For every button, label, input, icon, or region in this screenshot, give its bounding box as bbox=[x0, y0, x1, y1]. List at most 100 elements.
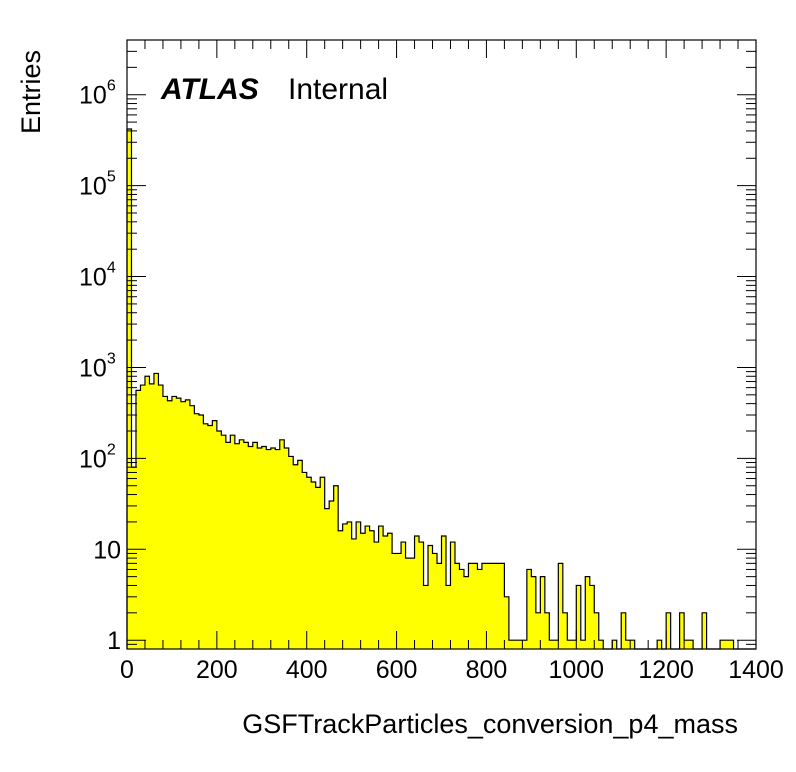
histogram-bin-60 bbox=[396, 553, 402, 649]
histogram-bin-3 bbox=[140, 385, 146, 649]
histogram-bin-4 bbox=[144, 376, 150, 649]
histogram-bin-20 bbox=[216, 431, 222, 649]
x-tick-label: 800 bbox=[466, 656, 508, 684]
histogram-bin-51 bbox=[356, 521, 361, 649]
histogram-bin-38 bbox=[297, 460, 303, 649]
histogram-bin-85 bbox=[508, 640, 514, 649]
y-tick-label: 103 bbox=[79, 350, 116, 382]
histogram-bin-88 bbox=[522, 640, 528, 649]
histogram-bin-2 bbox=[135, 390, 141, 649]
histogram-bin-123 bbox=[679, 612, 685, 649]
histogram-bin-57 bbox=[383, 535, 388, 649]
histogram-bin-101 bbox=[580, 640, 586, 649]
histogram-bin-62 bbox=[405, 558, 411, 649]
histogram-bin-81 bbox=[490, 563, 496, 649]
histogram-bin-39 bbox=[302, 472, 308, 649]
histogram-bin-91 bbox=[535, 612, 541, 649]
x-tick-label: 400 bbox=[286, 656, 328, 684]
histogram-bin-61 bbox=[401, 542, 406, 649]
histogram-bin-6 bbox=[153, 373, 159, 649]
histogram-bin-59 bbox=[392, 553, 397, 649]
histogram-bin-118 bbox=[657, 640, 662, 649]
histogram-bin-53 bbox=[365, 526, 370, 649]
x-tick-label: 200 bbox=[196, 656, 238, 684]
histogram-bin-46 bbox=[333, 485, 339, 649]
histogram-bin-33 bbox=[275, 449, 281, 649]
histogram-bin-100 bbox=[576, 585, 582, 649]
x-tick-label: 0 bbox=[120, 656, 134, 684]
y-tick-labels: 1 10 102 103 104 105 106 bbox=[79, 78, 121, 655]
histogram-bin-10 bbox=[171, 396, 177, 649]
histogram-bin-8 bbox=[162, 396, 168, 649]
histogram-bin-96 bbox=[558, 563, 564, 649]
histogram-bin-27 bbox=[248, 446, 254, 649]
histogram-bin-97 bbox=[562, 612, 568, 649]
histogram-bin-83 bbox=[499, 563, 505, 649]
histogram-bin-42 bbox=[315, 487, 321, 649]
x-tick-label: 1000 bbox=[548, 656, 604, 684]
histogram-bin-32 bbox=[270, 448, 276, 649]
histogram-bin-48 bbox=[342, 523, 348, 649]
histogram-bin-19 bbox=[212, 420, 218, 649]
histogram-bin-12 bbox=[180, 401, 186, 649]
y-tick-label: 1 bbox=[107, 627, 121, 655]
histogram-bin-0 bbox=[127, 128, 132, 650]
histogram-bin-78 bbox=[477, 569, 483, 649]
histogram-bin-89 bbox=[526, 569, 532, 649]
internal-label: Internal bbox=[288, 73, 388, 106]
plot-frame bbox=[126, 39, 757, 650]
histogram-bin-69 bbox=[437, 563, 442, 649]
histogram-bin-133 bbox=[724, 640, 730, 649]
histogram-bin-18 bbox=[207, 425, 213, 649]
histogram-bin-9 bbox=[167, 400, 173, 649]
histogram-bin-41 bbox=[311, 481, 316, 649]
histogram-bin-90 bbox=[531, 576, 537, 649]
y-tick-label: 105 bbox=[79, 169, 116, 201]
histogram-bin-95 bbox=[553, 640, 559, 649]
histogram-bin-14 bbox=[189, 405, 195, 649]
histogram-bin-125 bbox=[688, 640, 694, 649]
histogram-bin-16 bbox=[198, 414, 204, 649]
histogram-bin-71 bbox=[445, 585, 451, 649]
histogram-bin-93 bbox=[544, 612, 550, 649]
histogram-bin-84 bbox=[504, 596, 510, 649]
histogram-bin-17 bbox=[203, 423, 209, 649]
histogram-bin-120 bbox=[666, 612, 671, 649]
histogram-bin-108 bbox=[612, 640, 618, 649]
histogram-bin-68 bbox=[432, 553, 438, 649]
histogram-bin-23 bbox=[230, 435, 236, 649]
histogram-outline bbox=[126, 128, 756, 650]
histogram-bin-76 bbox=[468, 563, 474, 649]
histogram-bin-11 bbox=[176, 398, 182, 649]
histogram-bin-56 bbox=[378, 526, 384, 649]
histogram-bin-21 bbox=[221, 435, 227, 649]
histogram-bin-54 bbox=[369, 530, 375, 649]
histogram-bin-35 bbox=[284, 448, 290, 649]
y-tick-label: 104 bbox=[79, 260, 116, 292]
histogram-bin-15 bbox=[194, 413, 200, 649]
histogram-bin-58 bbox=[387, 533, 393, 649]
histogram-bin-31 bbox=[266, 449, 272, 649]
histogram-bin-7 bbox=[158, 385, 164, 649]
histogram-bin-63 bbox=[410, 558, 415, 649]
histogram-bin-30 bbox=[261, 446, 267, 649]
histogram-bin-26 bbox=[243, 442, 249, 649]
histogram-bin-132 bbox=[720, 640, 725, 649]
histogram-bin-75 bbox=[463, 576, 469, 649]
x-axis-title: GSFTrackParticles_conversion_p4_mass bbox=[242, 709, 738, 739]
histogram-bin-92 bbox=[540, 576, 546, 649]
histogram-bin-44 bbox=[324, 508, 330, 649]
histogram-bin-82 bbox=[495, 563, 501, 649]
histogram-bin-112 bbox=[630, 640, 635, 649]
histogram-bin-110 bbox=[621, 612, 627, 649]
histogram-bin-49 bbox=[347, 521, 352, 649]
histogram-bin-34 bbox=[279, 439, 285, 649]
histogram-bin-37 bbox=[293, 464, 299, 649]
histogram-bin-70 bbox=[441, 535, 447, 649]
x-tick-label: 1400 bbox=[728, 656, 784, 684]
histogram-bin-40 bbox=[306, 477, 312, 649]
x-tick-labels: 0 200 400 600 800 1000 1200 1400 bbox=[120, 656, 784, 684]
x-tick-label: 600 bbox=[376, 656, 418, 684]
histogram-bin-72 bbox=[450, 542, 456, 649]
